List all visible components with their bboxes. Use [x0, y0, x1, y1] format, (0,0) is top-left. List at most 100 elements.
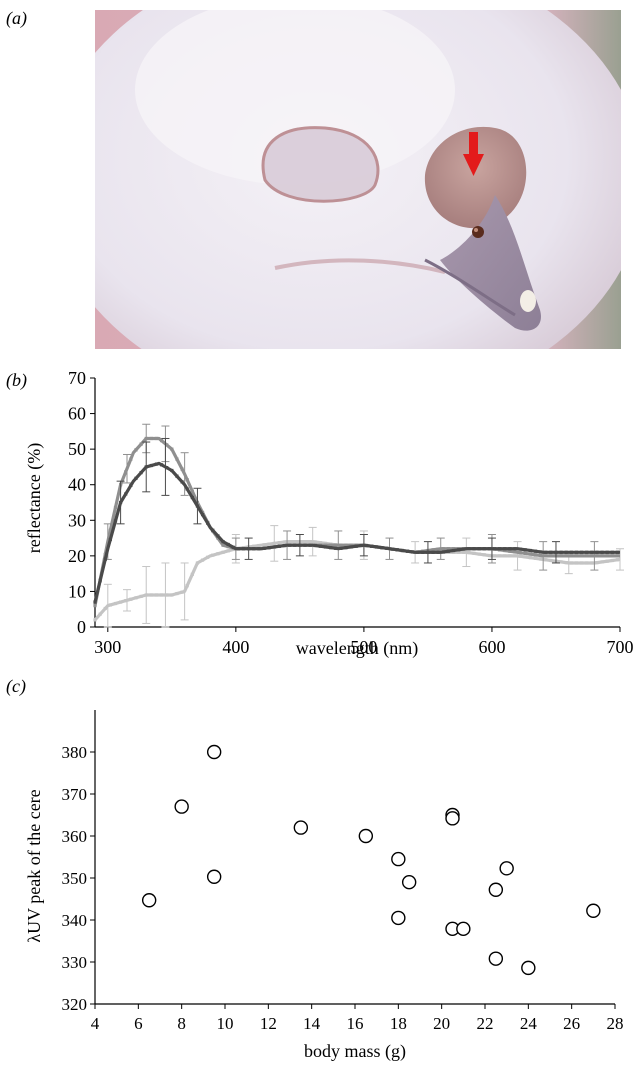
- chart-c-point: [401, 874, 417, 890]
- chart-b-point: [149, 593, 153, 597]
- chart-b-point: [446, 547, 451, 551]
- chart-b-point: [539, 557, 543, 561]
- chart-b-point: [180, 467, 184, 471]
- chart-b-y-tick-label: 40: [68, 475, 86, 495]
- chart-b-point: [334, 546, 338, 550]
- chart-b-point: [605, 550, 609, 554]
- chart-b-x-tick-label: 400: [222, 637, 249, 657]
- chart-b-point: [159, 593, 164, 597]
- chart-b-point: [508, 554, 512, 558]
- chart-b-point: [154, 593, 159, 597]
- chart-b-point: [159, 439, 164, 443]
- chart-b-point: [339, 543, 343, 547]
- chart-b-point: [206, 521, 210, 525]
- panel-b-label: (b): [6, 370, 27, 390]
- chart-b-point: [180, 480, 184, 484]
- chart-c-x-tick-label: 22: [477, 1014, 494, 1033]
- chart-b-point: [508, 549, 512, 553]
- chart-b-point: [170, 447, 174, 451]
- chart-b-point: [175, 591, 179, 596]
- chart-b-point: [206, 555, 210, 559]
- chart-b-point: [241, 547, 246, 551]
- chart-b-series-line: [93, 436, 620, 607]
- chart-b-point: [262, 546, 266, 550]
- chart-b-point: [559, 560, 563, 564]
- chart-b-point: [390, 547, 394, 551]
- chart-b-point: [329, 543, 333, 547]
- chart-c-y-tick-label: 380: [62, 743, 88, 762]
- chart-b-point: [257, 543, 261, 548]
- chart-c-x-tick-label: 18: [390, 1014, 407, 1033]
- chart-c-point: [586, 903, 601, 918]
- chart-c-x-tick-label: 14: [303, 1014, 321, 1033]
- chart-b-series-line: [93, 461, 620, 603]
- chart-b-point: [293, 540, 297, 544]
- chart-b-point: [615, 558, 620, 562]
- chart-b-point: [549, 554, 553, 558]
- chart-c-x-tick-label: 4: [91, 1014, 100, 1033]
- chart-b-point: [108, 603, 112, 607]
- chart-b-point: [600, 550, 604, 554]
- chart-b-point: [267, 546, 271, 550]
- chart-b-point: [149, 463, 153, 468]
- chart-b-y-tick-label: 10: [68, 581, 86, 601]
- chart-b-point: [385, 546, 389, 550]
- chart-b-point: [108, 528, 112, 532]
- chart-b-point: [559, 550, 563, 554]
- chart-b-point: [124, 492, 128, 496]
- chart-b-point: [574, 554, 579, 558]
- chart-b-point: [559, 554, 563, 558]
- chart-c-point: [521, 960, 536, 976]
- chart-b-point: [569, 550, 573, 554]
- chart-b-point: [477, 547, 481, 551]
- chart-b-point: [508, 547, 512, 551]
- chart-b-point: [344, 543, 348, 547]
- chart-b-point: [344, 546, 348, 550]
- chart-b-point: [170, 468, 174, 473]
- chart-b-point: [590, 561, 594, 565]
- chart-c-xlabel: body mass (g): [304, 1041, 406, 1062]
- chart-c-x-tick-label: 16: [347, 1014, 364, 1033]
- chart-b-point: [119, 600, 123, 604]
- chart-b-point: [329, 546, 333, 550]
- chart-c-y-tick-label: 340: [62, 911, 88, 930]
- uv-peak-scatter-chart: 320 330 340 350 360 370 380 4 6 8 10 12 14 16 18 20 22 24…: [24, 710, 624, 1062]
- chart-b-point: [600, 554, 604, 558]
- chart-b-point: [129, 597, 133, 601]
- chart-b-point: [124, 470, 128, 474]
- chick-head-photo: [95, 10, 621, 349]
- chart-b-point: [272, 541, 276, 546]
- chart-b-point: [185, 584, 189, 588]
- chart-b-point: [590, 550, 594, 554]
- chart-b-point: [349, 545, 353, 549]
- chart-b-point: [134, 448, 138, 452]
- chart-b-point: [528, 548, 532, 553]
- chart-b-point: [108, 537, 112, 542]
- chart-b-x-tick-label: 700: [607, 637, 634, 657]
- panel-a-label: (a): [6, 8, 27, 28]
- chart-b-point: [195, 561, 200, 565]
- chart-b-point: [482, 553, 486, 557]
- chart-b-point: [405, 549, 410, 553]
- chart-b-point: [98, 612, 102, 616]
- chart-c-point: [358, 828, 374, 844]
- chart-b-y-tick-label: 60: [68, 404, 86, 424]
- chart-b-point: [498, 547, 502, 551]
- chart-c-point: [488, 882, 504, 897]
- chart-c-x-tick-label: 26: [563, 1014, 580, 1033]
- chart-c-x-tick-label: 12: [260, 1014, 277, 1033]
- chart-c-x-tick-label: 20: [433, 1014, 450, 1033]
- chart-b-xlabel: wavelength (nm): [296, 638, 418, 659]
- chart-b-point: [129, 483, 133, 488]
- chart-b-point: [303, 543, 307, 547]
- chart-b-point: [313, 543, 317, 548]
- chart-b-point: [134, 596, 138, 600]
- chart-c-point: [206, 869, 222, 884]
- chart-b-point: [93, 600, 97, 604]
- chart-b-x-tick-label: 600: [478, 637, 505, 657]
- chart-b-point: [154, 462, 159, 466]
- chart-b-point: [154, 436, 159, 441]
- chart-b-point: [267, 542, 271, 546]
- chart-b-point: [288, 543, 292, 547]
- chart-b-point: [462, 550, 466, 554]
